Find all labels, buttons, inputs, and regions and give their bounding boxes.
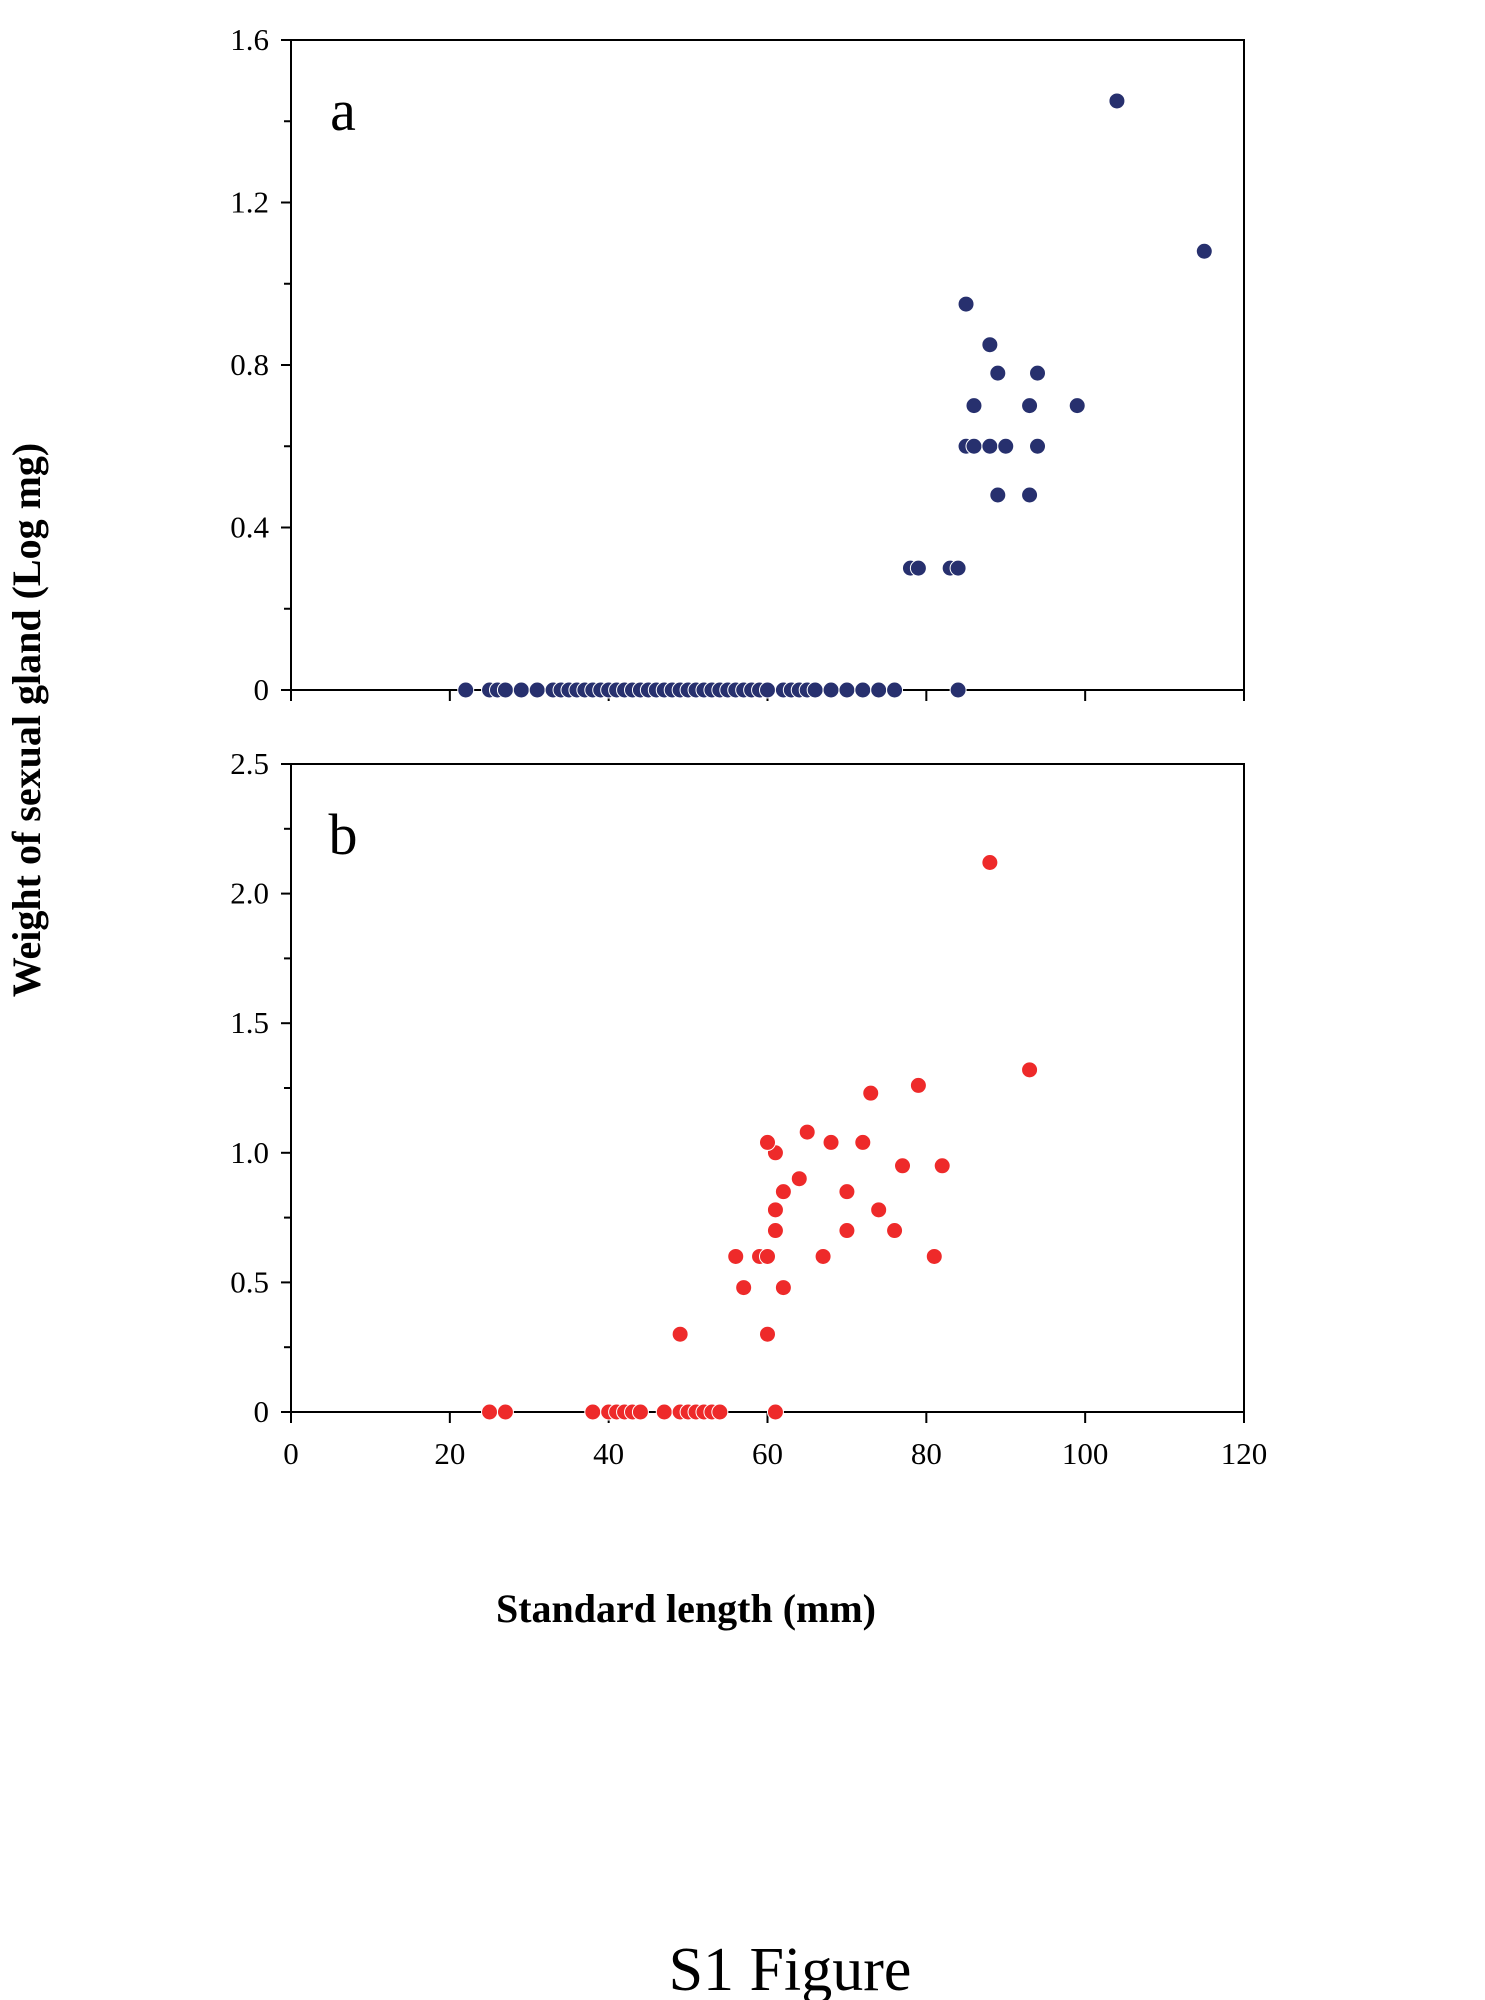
data-point: [1108, 92, 1126, 110]
x-tick-label: 100: [1062, 1436, 1109, 1471]
data-point: [512, 681, 530, 699]
data-point: [838, 681, 856, 699]
data-point: [727, 1247, 745, 1265]
data-point: [671, 1325, 689, 1343]
data-point: [790, 1170, 808, 1188]
panel-label: b: [329, 802, 358, 867]
panel-a: 0 0.4 0.8 1.2 1.6 a: [230, 22, 1245, 707]
y-tick-label: 0: [254, 672, 270, 707]
data-point: [862, 1084, 880, 1102]
data-point: [1021, 486, 1039, 504]
data-point: [798, 1123, 816, 1141]
data-point: [806, 681, 824, 699]
data-point: [1029, 437, 1047, 455]
x-tick-label: 80: [911, 1436, 942, 1471]
data-point: [965, 397, 983, 415]
y-tick-label: 2.5: [230, 746, 269, 781]
data-point: [766, 1222, 784, 1240]
data-point: [1029, 364, 1047, 382]
data-point: [838, 1183, 856, 1201]
y-tick-label: 0.5: [230, 1264, 269, 1299]
data-point: [1195, 242, 1213, 260]
data-point: [457, 681, 475, 699]
y-tick-label: 1.5: [230, 1005, 269, 1040]
data-point: [584, 1403, 602, 1421]
data-point: [631, 1403, 649, 1421]
data-point: [989, 364, 1007, 382]
x-axis-title: Standard length (mm): [496, 1586, 876, 1631]
data-point: [1021, 397, 1039, 415]
plot-frame: [290, 763, 1245, 1413]
data-point: [759, 1133, 776, 1151]
x-tick-label: 0: [283, 1436, 299, 1471]
data-point: [655, 1403, 673, 1421]
x-tick-label: 20: [434, 1436, 465, 1471]
data-point: [965, 437, 983, 455]
data-point: [711, 1403, 729, 1421]
data-point: [766, 1201, 784, 1219]
data-point: [528, 681, 546, 699]
data-point: [957, 295, 975, 313]
y-tick-label: 1.2: [230, 185, 269, 220]
data-point: [774, 1279, 792, 1297]
data-point: [949, 559, 967, 577]
y-tick-label: 1.6: [230, 22, 269, 57]
data-point: [894, 1157, 912, 1175]
data-point: [981, 437, 999, 455]
data-point: [1068, 397, 1086, 415]
x-tick-label: 60: [752, 1436, 783, 1471]
data-point: [481, 1403, 499, 1421]
data-point: [909, 559, 927, 577]
data-point: [886, 681, 904, 699]
data-point: [759, 1325, 776, 1343]
data-point: [854, 1133, 872, 1151]
data-point: [814, 1247, 832, 1265]
panel-b: 0 0.5 1.0 1.5 2.0 2.5 0 20 40 60 80 100 120 b: [230, 746, 1267, 1471]
data-point: [735, 1279, 753, 1297]
data-point: [774, 1183, 792, 1201]
plot-frame: [290, 39, 1245, 691]
y-tick-label: 2.0: [230, 876, 269, 911]
y-tick-label: 0.4: [230, 510, 269, 545]
x-tick-label: 120: [1221, 1436, 1268, 1471]
data-point: [838, 1222, 856, 1240]
data-point: [496, 681, 514, 699]
data-point: [949, 681, 967, 699]
data-point: [759, 681, 776, 699]
figure-caption: S1 Figure: [669, 1936, 912, 2000]
x-tick-label: 40: [593, 1436, 624, 1471]
y-axis-title: Weight of sexual gland (Log mg): [4, 443, 49, 997]
data-point: [496, 1403, 514, 1421]
data-point: [925, 1247, 943, 1265]
panel-label: a: [330, 78, 356, 143]
data-point: [997, 437, 1015, 455]
data-point: [989, 486, 1007, 504]
data-point: [909, 1076, 927, 1094]
y-tick-label: 1.0: [230, 1135, 269, 1170]
data-point: [759, 1247, 776, 1265]
data-point: [886, 1222, 904, 1240]
data-point: [1021, 1061, 1039, 1079]
y-tick-label: 0: [254, 1394, 270, 1429]
data-point: [981, 336, 999, 354]
y-tick-label: 0.8: [230, 347, 269, 382]
data-point: [870, 681, 888, 699]
data-point: [822, 1133, 840, 1151]
data-point: [854, 681, 872, 699]
data-point: [870, 1201, 888, 1219]
data-point: [822, 681, 840, 699]
data-point: [766, 1403, 784, 1421]
data-point: [981, 853, 999, 871]
data-point: [933, 1157, 951, 1175]
